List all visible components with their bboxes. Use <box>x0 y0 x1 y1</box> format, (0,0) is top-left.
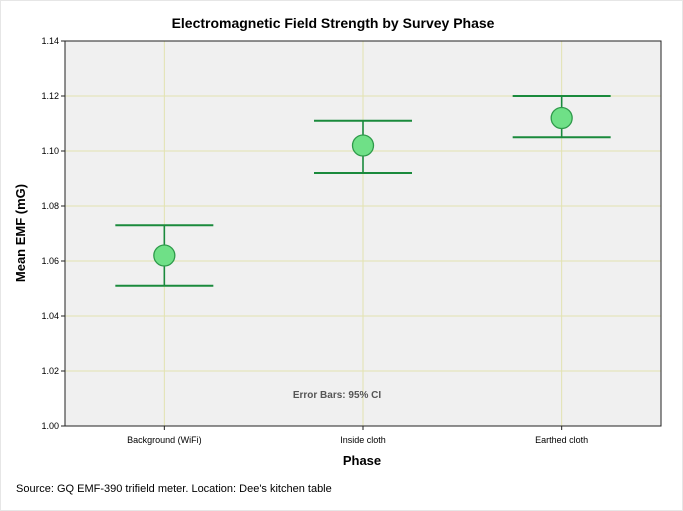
mean-marker <box>550 106 573 130</box>
y-tick-label: 1.02 <box>41 366 59 376</box>
y-tick-label: 1.06 <box>41 256 59 266</box>
mean-marker <box>153 244 176 267</box>
y-tick-label: 1.08 <box>41 201 59 211</box>
error-bar-annotation: Error Bars: 95% CI <box>293 390 382 401</box>
data-series <box>115 95 611 287</box>
x-tick-label: Background (WiFi) <box>127 435 202 445</box>
error-bar-group <box>115 224 214 287</box>
x-axis-title: Phase <box>343 453 381 468</box>
source-note: Source: GQ EMF-390 trifield meter. Locat… <box>16 483 332 495</box>
y-tick-label: 1.04 <box>41 311 59 321</box>
chart-title: Electromagnetic Field Strength by Survey… <box>172 15 495 31</box>
y-tick-label: 1.00 <box>41 421 59 431</box>
grid-lines <box>65 41 661 426</box>
x-tick-label: Earthed cloth <box>535 435 588 445</box>
x-axis-ticks: Background (WiFi) Inside cloth Earthed clo… <box>127 426 588 445</box>
x-tick-label: Inside cloth <box>340 435 386 445</box>
error-bar-group <box>512 95 611 139</box>
y-axis-title: Mean EMF (mG) <box>13 184 28 282</box>
error-bar-group <box>314 119 412 174</box>
mean-marker <box>351 134 375 157</box>
y-tick-label: 1.10 <box>41 146 59 156</box>
y-tick-label: 1.14 <box>41 36 59 46</box>
plot-border <box>64 40 662 427</box>
y-axis-ticks: 1.00 1.02 1.04 1.06 1.08 1.10 1.12 1.14 <box>41 36 65 431</box>
y-tick-label: 1.12 <box>41 91 59 101</box>
error-bar-chart: Electromagnetic Field Strength by Survey… <box>13 15 662 468</box>
